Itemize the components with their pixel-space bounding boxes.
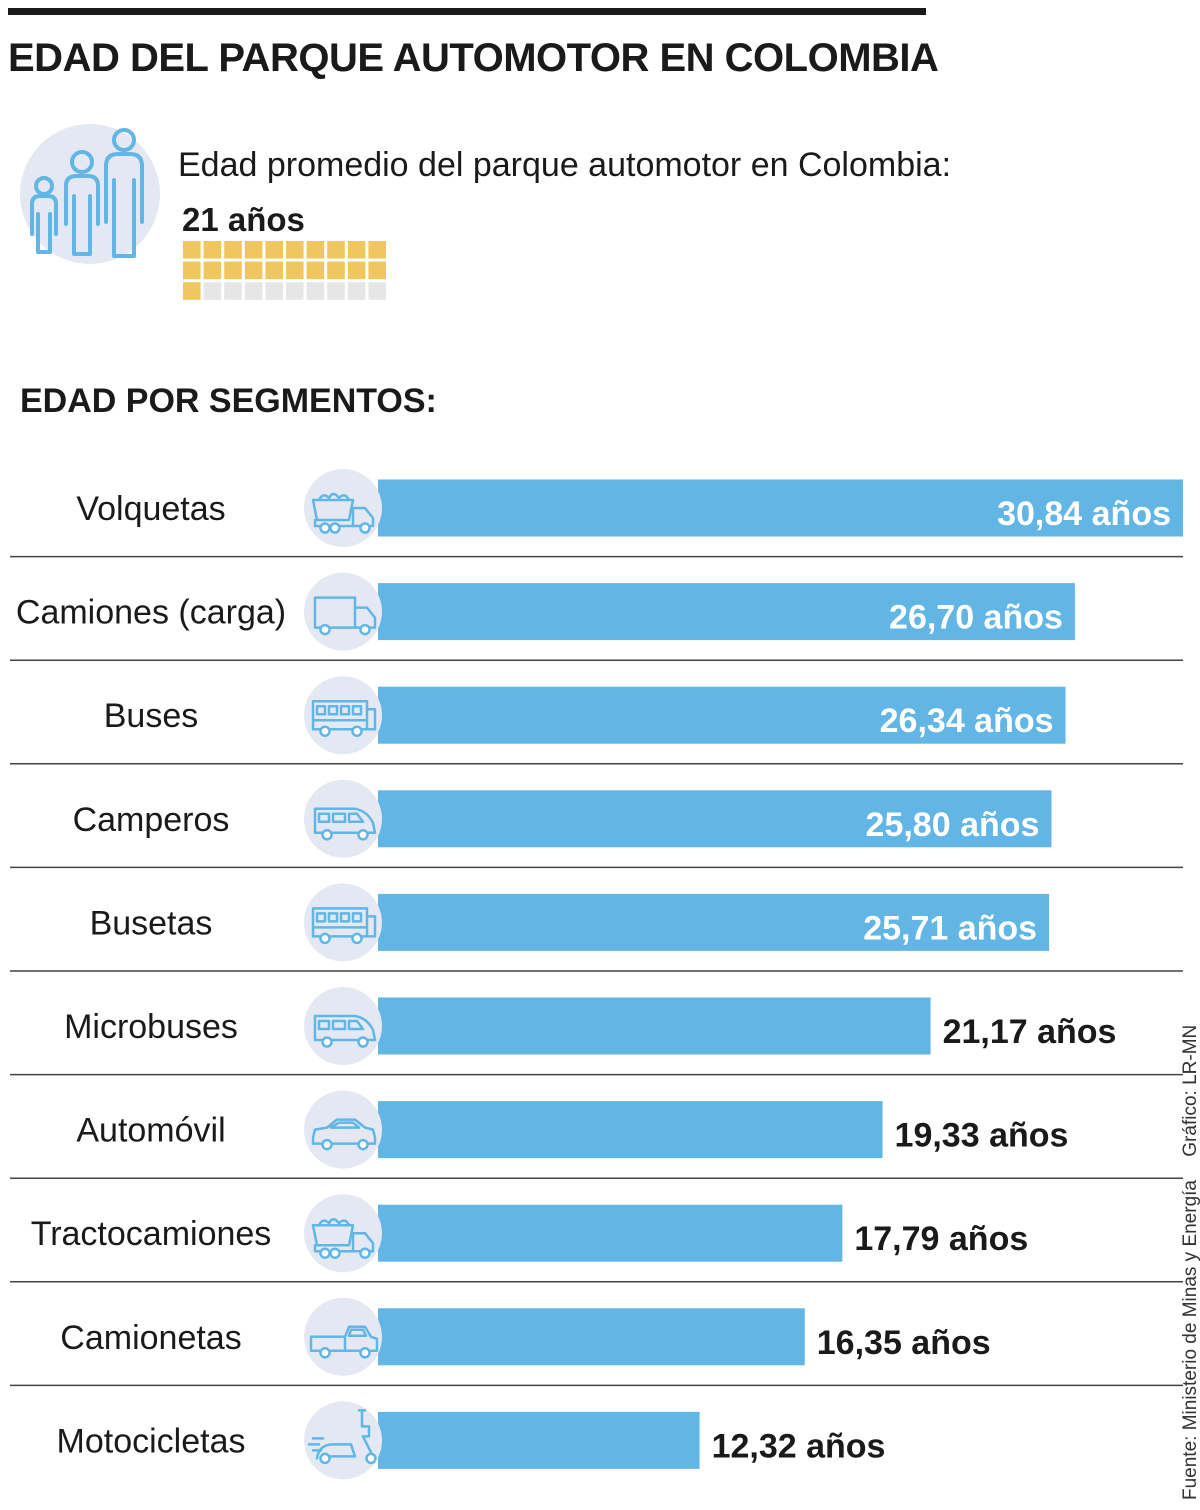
- icon-circle: [304, 676, 382, 755]
- bar: [378, 1101, 883, 1159]
- icon-circle: [304, 883, 382, 962]
- waffle-cell: [224, 241, 242, 259]
- category-label: Busetas: [90, 904, 213, 942]
- bar: [378, 893, 1050, 951]
- family-icon: [20, 124, 160, 264]
- value-label: 26,34 años: [880, 702, 1054, 740]
- icon-circle: [304, 572, 382, 651]
- value-label: 19,33 años: [895, 1117, 1069, 1155]
- source-credit: Fuente: Ministerio de Minas y Energía Gr…: [1180, 1007, 1200, 1500]
- bar: [378, 686, 1066, 744]
- waffle-cell: [244, 282, 263, 300]
- bar: [378, 479, 1183, 537]
- category-label: Microbuses: [64, 1008, 238, 1046]
- icon-circle: [304, 1401, 382, 1480]
- section-title: EDAD POR SEGMENTOS:: [20, 382, 437, 420]
- waffle-cell: [183, 282, 201, 300]
- source-text: Fuente: Ministerio de Minas y Energía: [1180, 1180, 1200, 1500]
- page-title: EDAD DEL PARQUE AUTOMOTOR EN COLOMBIA: [8, 36, 939, 80]
- van-icon: [313, 807, 377, 841]
- waffle-indicator: [183, 241, 386, 300]
- value-label: 30,84 años: [997, 495, 1171, 533]
- dump-truck-icon: [311, 1217, 375, 1259]
- waffle-cell: [224, 282, 242, 300]
- waffle-cell: [327, 241, 345, 259]
- scooter-icon: [307, 1409, 377, 1465]
- bus-icon: [311, 907, 377, 945]
- icon-circle: [304, 1090, 382, 1169]
- waffle-cell: [203, 261, 222, 280]
- waffle-cell: [368, 261, 386, 280]
- waffle-cell: [224, 261, 242, 280]
- bar: [378, 1308, 805, 1366]
- value-label: 21,17 años: [943, 1013, 1117, 1051]
- waffle-cell: [327, 261, 345, 280]
- category-label: Camionetas: [60, 1319, 241, 1357]
- pickup-truck-icon: [309, 1325, 379, 1359]
- car-icon: [311, 1118, 377, 1151]
- bus-icon: [311, 699, 377, 737]
- waffle-cell: [244, 261, 263, 280]
- waffle-cell: [265, 261, 283, 280]
- waffle-cell: [203, 282, 222, 300]
- waffle-cell: [244, 241, 263, 259]
- graphic-credit: Gráfico: LR-MN: [1180, 1024, 1200, 1157]
- waffle-cell: [306, 241, 325, 259]
- bar: [378, 1204, 843, 1262]
- value-label: 12,32 años: [712, 1427, 886, 1465]
- icon-circle: [304, 779, 382, 858]
- waffle-cell: [203, 241, 222, 259]
- waffle-cell: [286, 282, 304, 300]
- category-label: Camperos: [73, 801, 230, 839]
- waffle-cell: [347, 261, 366, 280]
- waffle-cell: [347, 241, 366, 259]
- waffle-cell: [347, 282, 366, 300]
- waffle-cell: [183, 241, 201, 259]
- value-label: 17,79 años: [854, 1220, 1028, 1258]
- waffle-cell: [286, 241, 304, 259]
- value-label: 26,70 años: [889, 599, 1063, 637]
- icon-circle: [304, 1297, 382, 1376]
- value-label: 16,35 años: [817, 1324, 991, 1362]
- bar: [378, 1411, 700, 1469]
- bar: [378, 790, 1052, 848]
- icon-circle: [304, 987, 382, 1065]
- icon-circle: [304, 469, 382, 547]
- average-age-label: Edad promedio del parque automotor en Co…: [178, 146, 952, 184]
- bar: [378, 583, 1075, 641]
- waffle-cell: [265, 282, 283, 300]
- dump-truck-icon: [311, 492, 375, 534]
- category-label: Buses: [104, 697, 199, 735]
- category-label: Automóvil: [76, 1112, 225, 1150]
- waffle-cell: [265, 241, 283, 259]
- category-label: Volquetas: [76, 490, 225, 528]
- box-truck-icon: [313, 596, 377, 636]
- icon-circle: [304, 1194, 382, 1273]
- bar: [378, 997, 931, 1055]
- waffle-cell: [306, 282, 325, 300]
- waffle-cell: [368, 241, 386, 259]
- waffle-cell: [368, 282, 386, 300]
- value-label: 25,71 años: [863, 909, 1037, 947]
- waffle-cell: [327, 282, 345, 300]
- waffle-cell: [183, 261, 201, 280]
- waffle-cell: [286, 261, 304, 280]
- category-label: Camiones (carga): [16, 594, 286, 632]
- value-label: 25,80 años: [866, 806, 1040, 844]
- top-rule: [8, 8, 926, 15]
- waffle-cell: [306, 261, 325, 280]
- category-label: Tractocamiones: [31, 1215, 272, 1253]
- average-age-value: 21 años: [182, 201, 305, 238]
- category-label: Motocicletas: [57, 1422, 246, 1460]
- van-icon: [313, 1014, 377, 1048]
